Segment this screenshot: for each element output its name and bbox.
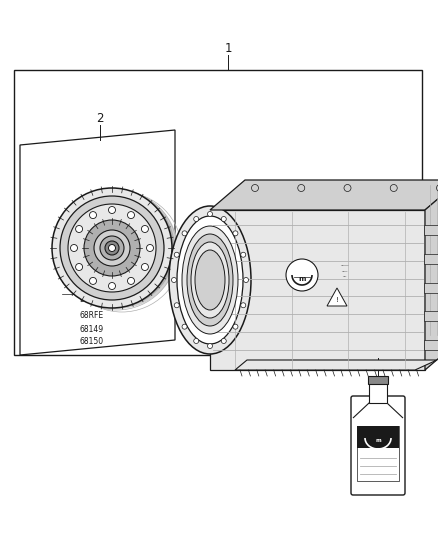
Text: 68149: 68149	[80, 326, 104, 335]
Polygon shape	[235, 360, 437, 370]
Circle shape	[194, 338, 199, 343]
Polygon shape	[20, 130, 175, 355]
Polygon shape	[210, 180, 438, 210]
Bar	[369, 383, 387, 403]
Circle shape	[89, 212, 96, 219]
Text: ____
___
__: ____ ___ __	[340, 262, 348, 278]
Ellipse shape	[55, 190, 175, 308]
Bar	[424, 282, 438, 293]
Text: 3: 3	[51, 252, 59, 264]
Ellipse shape	[187, 234, 233, 326]
Circle shape	[109, 206, 116, 214]
Bar	[424, 254, 438, 264]
Circle shape	[76, 263, 83, 271]
Circle shape	[194, 216, 199, 222]
Bar	[424, 225, 438, 235]
Circle shape	[390, 184, 397, 191]
Text: m: m	[375, 439, 381, 443]
Bar	[424, 340, 438, 350]
Circle shape	[71, 245, 78, 252]
Text: 68150: 68150	[80, 337, 104, 346]
Bar	[368, 376, 388, 384]
Text: 68RFE: 68RFE	[80, 311, 104, 319]
Ellipse shape	[177, 216, 243, 344]
Bar	[424, 311, 438, 321]
Circle shape	[241, 303, 246, 308]
Circle shape	[89, 277, 96, 285]
Text: m: m	[298, 276, 306, 282]
Circle shape	[109, 245, 116, 252]
Circle shape	[105, 241, 119, 255]
Ellipse shape	[182, 226, 238, 334]
Bar	[210, 210, 425, 370]
Ellipse shape	[169, 206, 251, 354]
Bar	[357, 426, 399, 448]
Text: !: !	[336, 297, 339, 303]
Circle shape	[109, 282, 116, 289]
Circle shape	[127, 277, 134, 285]
Circle shape	[233, 324, 238, 329]
Text: 4: 4	[374, 343, 382, 357]
Circle shape	[141, 263, 148, 271]
Bar	[14, 70, 422, 355]
Circle shape	[60, 196, 164, 300]
Circle shape	[100, 236, 124, 260]
Text: 2: 2	[96, 111, 104, 125]
Text: 68RFE: 68RFE	[80, 295, 104, 304]
Circle shape	[127, 212, 134, 219]
Circle shape	[94, 230, 130, 266]
Circle shape	[244, 278, 248, 282]
Circle shape	[174, 252, 179, 257]
Text: 1: 1	[224, 42, 232, 54]
Circle shape	[174, 303, 179, 308]
Circle shape	[221, 338, 226, 343]
Circle shape	[76, 225, 83, 232]
Polygon shape	[425, 180, 438, 370]
Circle shape	[208, 343, 212, 349]
Circle shape	[344, 184, 351, 191]
Polygon shape	[327, 288, 347, 306]
Ellipse shape	[195, 250, 225, 310]
Circle shape	[251, 184, 258, 191]
Circle shape	[437, 184, 438, 191]
Circle shape	[141, 225, 148, 232]
Circle shape	[182, 231, 187, 236]
Circle shape	[208, 212, 212, 216]
Circle shape	[172, 278, 177, 282]
Circle shape	[182, 324, 187, 329]
Circle shape	[146, 245, 153, 252]
Circle shape	[52, 188, 172, 308]
Circle shape	[221, 216, 226, 222]
Circle shape	[68, 204, 156, 292]
FancyBboxPatch shape	[351, 396, 405, 495]
Circle shape	[84, 220, 140, 276]
Bar	[357, 426, 399, 481]
Circle shape	[286, 259, 318, 291]
Ellipse shape	[58, 191, 178, 309]
Circle shape	[298, 184, 305, 191]
Circle shape	[241, 252, 246, 257]
Ellipse shape	[191, 242, 229, 318]
Circle shape	[233, 231, 238, 236]
Ellipse shape	[52, 189, 172, 307]
